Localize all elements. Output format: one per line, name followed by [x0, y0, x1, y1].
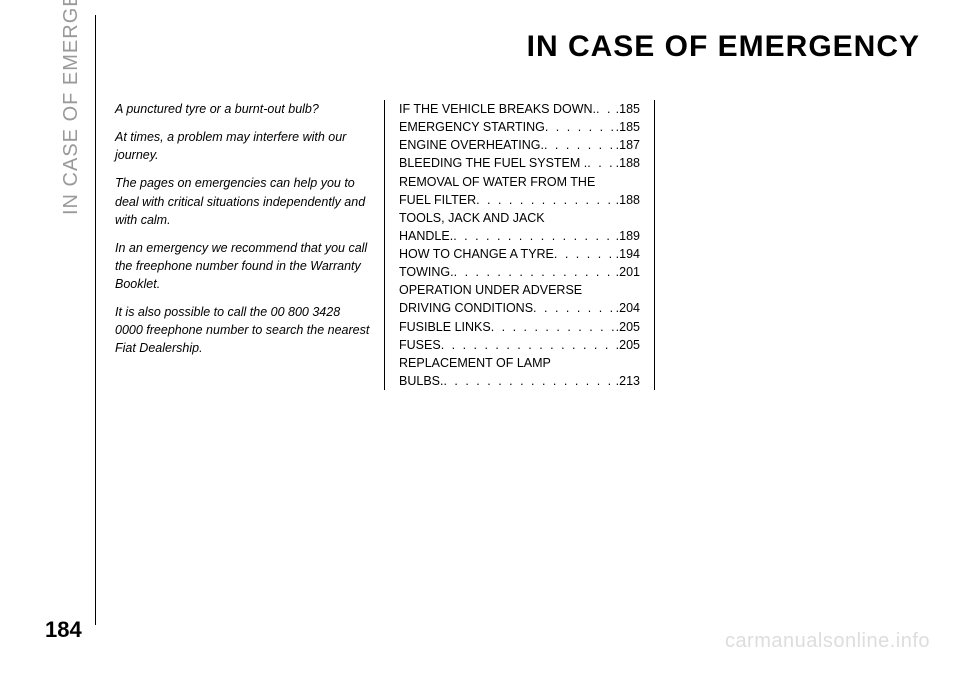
toc-page: .205	[616, 336, 640, 354]
toc-row: FUSIBLE LINKS .205	[399, 318, 640, 336]
toc-row: HOW TO CHANGE A TYRE .194	[399, 245, 640, 263]
toc-dots	[587, 154, 615, 172]
toc-dots	[454, 263, 616, 281]
toc-row: IF THE VEHICLE BREAKS DOWN. .185	[399, 100, 640, 118]
toc-row: REMOVAL OF WATER FROM THE	[399, 173, 640, 191]
toc-row: ENGINE OVERHEATING. .187	[399, 136, 640, 154]
toc-page: .188	[616, 191, 640, 209]
intro-column: A punctured tyre or a burnt-out bulb? At…	[115, 100, 385, 390]
toc-page: .185	[616, 100, 640, 118]
toc-dots	[491, 318, 616, 336]
toc-page: .188	[616, 154, 640, 172]
toc-label: TOOLS, JACK AND JACK	[399, 209, 545, 227]
toc-row: BLEEDING THE FUEL SYSTEM . .188	[399, 154, 640, 172]
toc-row: REPLACEMENT OF LAMP	[399, 354, 640, 372]
watermark: carmanualsonline.info	[725, 630, 930, 653]
toc-row: TOWING. .201	[399, 263, 640, 281]
section-tab-label: IN CASE OF EMERGENCY	[60, 0, 83, 215]
toc-dots	[554, 245, 616, 263]
content-columns: A punctured tyre or a burnt-out bulb? At…	[115, 100, 920, 390]
toc-row: EMERGENCY STARTING .185	[399, 118, 640, 136]
toc-label: EMERGENCY STARTING	[399, 118, 545, 136]
toc-label: HANDLE.	[399, 227, 453, 245]
toc-row: FUEL FILTER .188	[399, 191, 640, 209]
toc-label: REMOVAL OF WATER FROM THE	[399, 173, 595, 191]
toc-page: .201	[616, 263, 640, 281]
side-rule	[95, 15, 96, 625]
toc-dots	[533, 299, 616, 317]
toc-page: .187	[616, 136, 640, 154]
toc-dots	[596, 100, 616, 118]
toc-label: BLEEDING THE FUEL SYSTEM .	[399, 154, 587, 172]
toc-page: .194	[616, 245, 640, 263]
toc-dots	[476, 191, 616, 209]
toc-page: .189	[616, 227, 640, 245]
toc-label: REPLACEMENT OF LAMP	[399, 354, 551, 372]
toc-row: OPERATION UNDER ADVERSE	[399, 281, 640, 299]
toc-row: HANDLE. .189	[399, 227, 640, 245]
intro-paragraph: It is also possible to call the 00 800 3…	[115, 303, 370, 357]
page-title: IN CASE OF EMERGENCY	[220, 30, 920, 64]
toc-label: BULBS.	[399, 372, 443, 390]
toc-label: HOW TO CHANGE A TYRE	[399, 245, 554, 263]
toc-dots	[441, 336, 616, 354]
intro-paragraph: At times, a problem may interfere with o…	[115, 128, 370, 164]
page-number: 184	[45, 617, 82, 643]
toc-label: IF THE VEHICLE BREAKS DOWN.	[399, 100, 596, 118]
toc-dots	[544, 136, 616, 154]
toc-row: BULBS. .213	[399, 372, 640, 390]
intro-paragraph: The pages on emergencies can help you to…	[115, 174, 370, 228]
toc-label: FUEL FILTER	[399, 191, 476, 209]
toc-label: DRIVING CONDITIONS	[399, 299, 533, 317]
toc-label: ENGINE OVERHEATING.	[399, 136, 544, 154]
toc-label: OPERATION UNDER ADVERSE	[399, 281, 582, 299]
toc-page: .205	[616, 318, 640, 336]
toc-label: FUSES	[399, 336, 441, 354]
toc-label: FUSIBLE LINKS	[399, 318, 491, 336]
toc-page: .185	[616, 118, 640, 136]
toc-row: TOOLS, JACK AND JACK	[399, 209, 640, 227]
intro-paragraph: A punctured tyre or a burnt-out bulb?	[115, 100, 370, 118]
toc-dots	[453, 227, 615, 245]
toc-row: DRIVING CONDITIONS .204	[399, 299, 640, 317]
toc-row: FUSES .205	[399, 336, 640, 354]
toc-label: TOWING.	[399, 263, 454, 281]
toc-page: .204	[616, 299, 640, 317]
toc-dots	[443, 372, 615, 390]
toc-column: IF THE VEHICLE BREAKS DOWN..185EMERGENCY…	[385, 100, 655, 390]
toc-page: .213	[616, 372, 640, 390]
toc-dots	[545, 118, 616, 136]
intro-paragraph: In an emergency we recommend that you ca…	[115, 239, 370, 293]
manual-page: IN CASE OF EMERGENCY IN CASE OF EMERGENC…	[0, 0, 960, 678]
